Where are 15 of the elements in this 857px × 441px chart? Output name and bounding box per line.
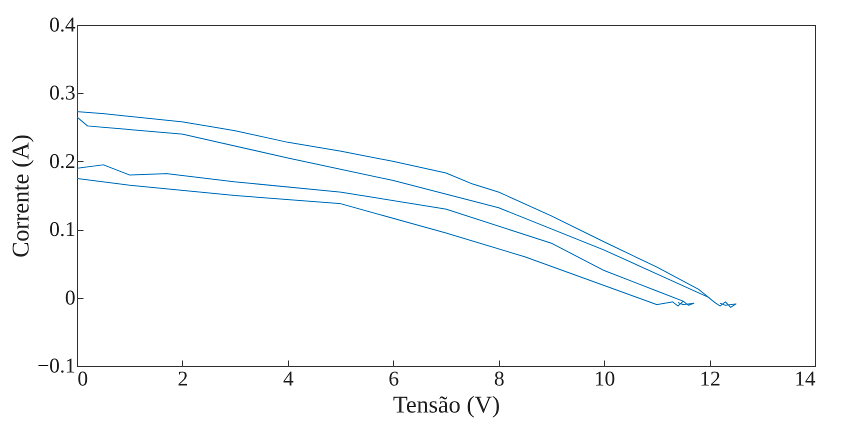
x-tick-label: 4 bbox=[283, 366, 294, 390]
y-tick-label: 0.2 bbox=[49, 148, 76, 173]
y-tick-label: −0.1 bbox=[37, 354, 76, 378]
x-tick-label: 14 bbox=[794, 366, 816, 390]
y-tick-label: 0.1 bbox=[49, 217, 76, 242]
x-tick-label: 8 bbox=[494, 366, 504, 390]
y-tick-label: 0.4 bbox=[49, 12, 76, 36]
x-tick-label: 10 bbox=[594, 366, 616, 390]
x-axis-title: Tensão (V) bbox=[393, 392, 500, 418]
y-tick-label: 0 bbox=[65, 285, 76, 310]
x-tick-label: 12 bbox=[700, 366, 721, 390]
y-tick-label: 0.3 bbox=[49, 80, 76, 105]
x-tick-label: 2 bbox=[178, 366, 188, 390]
x-tick-label: 6 bbox=[388, 366, 400, 390]
y-axis-title: Corrente (A) bbox=[8, 134, 34, 258]
